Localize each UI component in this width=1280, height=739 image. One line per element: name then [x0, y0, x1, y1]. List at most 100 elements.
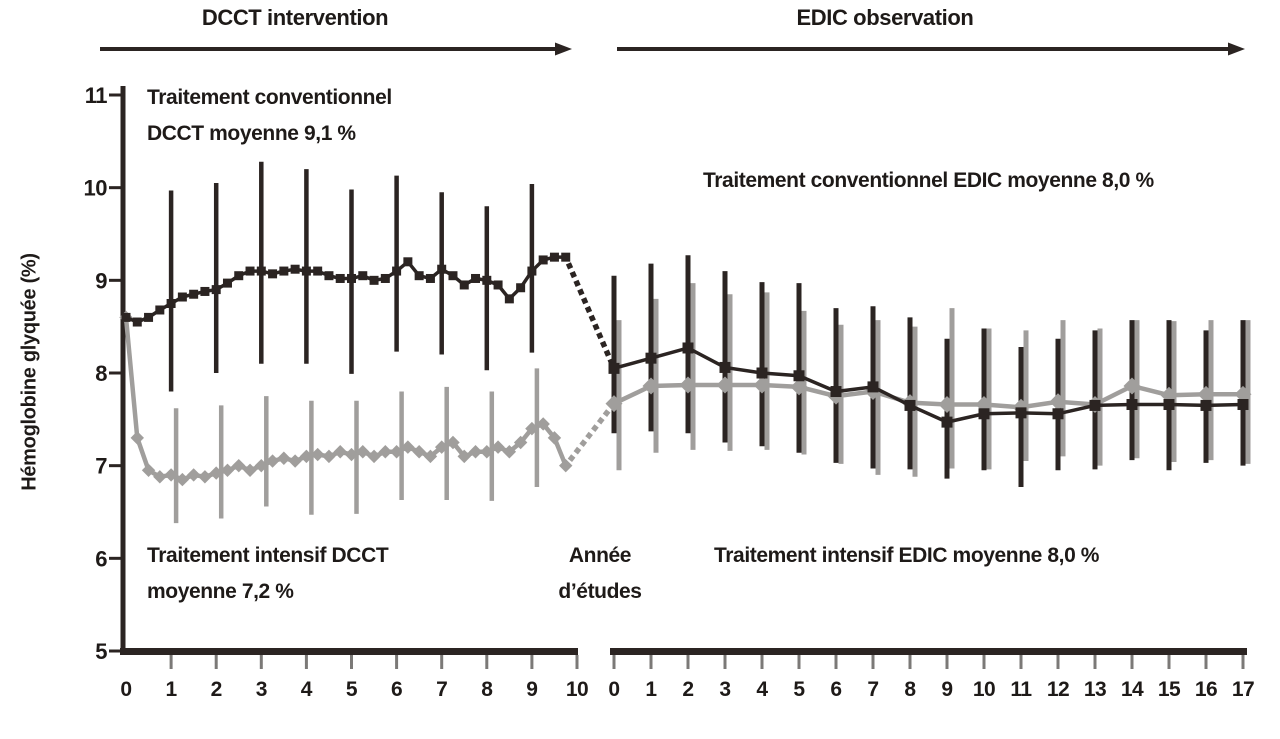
marker-square — [538, 255, 548, 265]
x-tick-label: 1 — [645, 678, 657, 701]
marker-square — [1015, 407, 1027, 419]
marker-diamond — [288, 454, 302, 468]
marker-diamond — [322, 449, 336, 464]
x-tick-label: 5 — [346, 678, 358, 701]
y-axis-title: Hémoglobine glyquée (%) — [18, 253, 41, 491]
y-tick-label: 11 — [85, 83, 108, 108]
marker-diamond — [130, 431, 144, 445]
marker-diamond — [457, 449, 471, 464]
marker-square — [279, 266, 289, 276]
marker-square — [1237, 399, 1249, 411]
marker-square — [941, 416, 953, 428]
series-conventionnel — [608, 342, 1249, 428]
marker-diamond — [642, 377, 660, 395]
annotation-line: Traitement intensif EDIC moyenne 8,0 % — [714, 544, 1100, 567]
panel-dcct: 0 1 2 3 4 5 6 7 8 9 10 — [119, 161, 589, 701]
x-tick-label: 3 — [719, 678, 730, 701]
series-line — [125, 255, 566, 324]
marker-square — [380, 273, 390, 283]
marker-square — [471, 273, 481, 283]
x-tick-label: 17 — [1232, 678, 1254, 701]
x-tick-label: 3 — [256, 678, 267, 701]
marker-square — [166, 298, 176, 308]
transition-dotted-line — [561, 399, 618, 470]
marker-diamond — [434, 440, 449, 454]
x-tick-label: 7 — [867, 678, 878, 701]
annotation-line: Traitement conventionnel — [147, 86, 392, 109]
marker-square — [904, 399, 916, 411]
marker-square — [645, 352, 657, 364]
x-tick-label: 9 — [941, 678, 952, 701]
marker-square — [189, 289, 199, 299]
annotation-intensive-edic: Traitement intensif EDIC moyenne 8,0 % — [714, 538, 1099, 574]
marker-square — [369, 275, 379, 285]
marker-diamond — [344, 447, 359, 462]
marker-diamond — [513, 435, 528, 450]
marker-diamond — [299, 449, 314, 464]
x-tick-label: 4 — [756, 678, 768, 701]
marker-diamond — [605, 395, 623, 413]
marker-square — [313, 266, 323, 276]
marker-diamond — [679, 376, 697, 394]
marker-square — [1126, 399, 1138, 411]
marker-square — [211, 285, 221, 295]
x-tick-label: 2 — [682, 678, 693, 701]
annotation-intensive-dcct: Traitement intensif DCCT moyenne 7,2 % — [147, 538, 389, 610]
marker-square — [200, 286, 210, 296]
annotation-conventional-edic: Traitement conventionnel EDIC moyenne 8,… — [703, 163, 1154, 199]
marker-square — [234, 271, 244, 281]
x-tick-label: 8 — [904, 678, 916, 701]
arrow-head-icon — [1228, 42, 1245, 56]
annotation-line: DCCT moyenne 9,1 % — [147, 122, 356, 145]
marker-square — [245, 266, 255, 276]
marker-square — [867, 381, 879, 393]
marker-square — [504, 294, 514, 304]
marker-square — [132, 317, 142, 327]
marker-diamond — [547, 431, 562, 445]
marker-diamond — [333, 445, 347, 459]
marker-square — [482, 275, 492, 285]
marker-square — [177, 292, 187, 302]
x-tick-label: 12 — [1047, 678, 1069, 701]
marker-square — [222, 278, 232, 288]
y-tick-label: 9 — [95, 268, 107, 293]
marker-square — [516, 283, 526, 293]
marker-diamond — [401, 440, 415, 454]
marker-diamond — [265, 454, 280, 468]
x-tick-label: 5 — [793, 678, 805, 701]
marker-square — [682, 342, 694, 354]
x-tick-label: 11 — [1010, 678, 1032, 701]
marker-square — [347, 273, 356, 283]
marker-square — [414, 271, 424, 281]
marker-square — [793, 370, 805, 382]
marker-diamond — [536, 417, 550, 431]
series-intensif — [119, 310, 573, 487]
marker-square — [301, 266, 311, 276]
y-tick-label: 6 — [95, 546, 107, 571]
marker-square — [830, 386, 842, 398]
marker-diamond — [468, 445, 483, 459]
phase-title-dcct: DCCT intervention — [201, 5, 389, 30]
marker-diamond — [446, 435, 460, 450]
marker-square — [437, 264, 447, 274]
marker-square — [358, 271, 368, 281]
marker-square — [290, 264, 300, 274]
marker-diamond — [254, 458, 269, 473]
series-conventionnel — [121, 252, 571, 327]
marker-diamond — [277, 451, 291, 465]
y-tick-label: 7 — [95, 454, 107, 479]
x-tick-label: 10 — [566, 678, 588, 701]
phase-arrow — [100, 42, 572, 56]
marker-diamond — [367, 449, 381, 464]
x-tick-label: 16 — [1195, 678, 1217, 701]
marker-square — [448, 271, 458, 281]
x-tick-label: 6 — [391, 678, 402, 701]
marker-square — [144, 312, 154, 322]
marker-square — [608, 362, 620, 374]
marker-square — [324, 271, 334, 281]
x-tick-label: 8 — [481, 678, 493, 701]
marker-diamond — [502, 445, 517, 459]
marker-square — [1052, 408, 1064, 420]
